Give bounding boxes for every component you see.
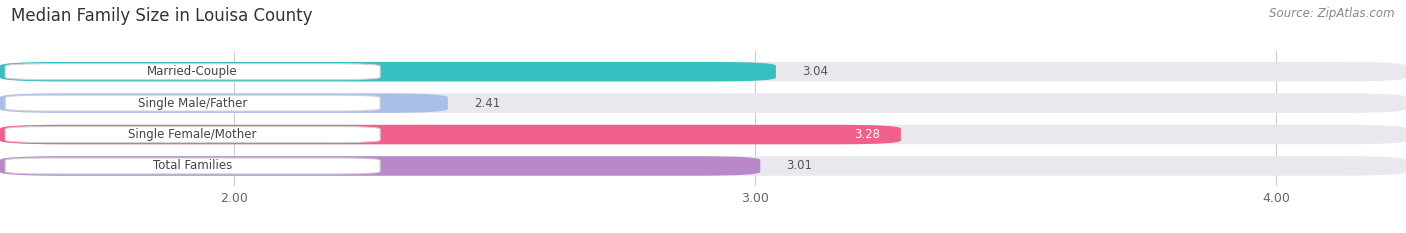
Text: Total Families: Total Families (153, 159, 232, 172)
Text: 3.01: 3.01 (786, 159, 813, 172)
Text: Single Male/Father: Single Male/Father (138, 97, 247, 110)
Text: 2.41: 2.41 (474, 97, 501, 110)
FancyBboxPatch shape (0, 93, 449, 113)
Text: Median Family Size in Louisa County: Median Family Size in Louisa County (11, 7, 312, 25)
FancyBboxPatch shape (6, 127, 380, 143)
Text: Source: ZipAtlas.com: Source: ZipAtlas.com (1270, 7, 1395, 20)
FancyBboxPatch shape (0, 125, 901, 144)
FancyBboxPatch shape (0, 156, 1406, 176)
FancyBboxPatch shape (6, 158, 380, 174)
Text: 3.04: 3.04 (801, 65, 828, 78)
FancyBboxPatch shape (0, 62, 776, 81)
FancyBboxPatch shape (6, 64, 380, 80)
FancyBboxPatch shape (0, 125, 1406, 144)
Text: Married-Couple: Married-Couple (148, 65, 238, 78)
FancyBboxPatch shape (0, 93, 1406, 113)
Text: 3.28: 3.28 (853, 128, 880, 141)
FancyBboxPatch shape (6, 95, 380, 111)
FancyBboxPatch shape (0, 156, 761, 176)
Text: Single Female/Mother: Single Female/Mother (128, 128, 257, 141)
FancyBboxPatch shape (0, 62, 1406, 81)
